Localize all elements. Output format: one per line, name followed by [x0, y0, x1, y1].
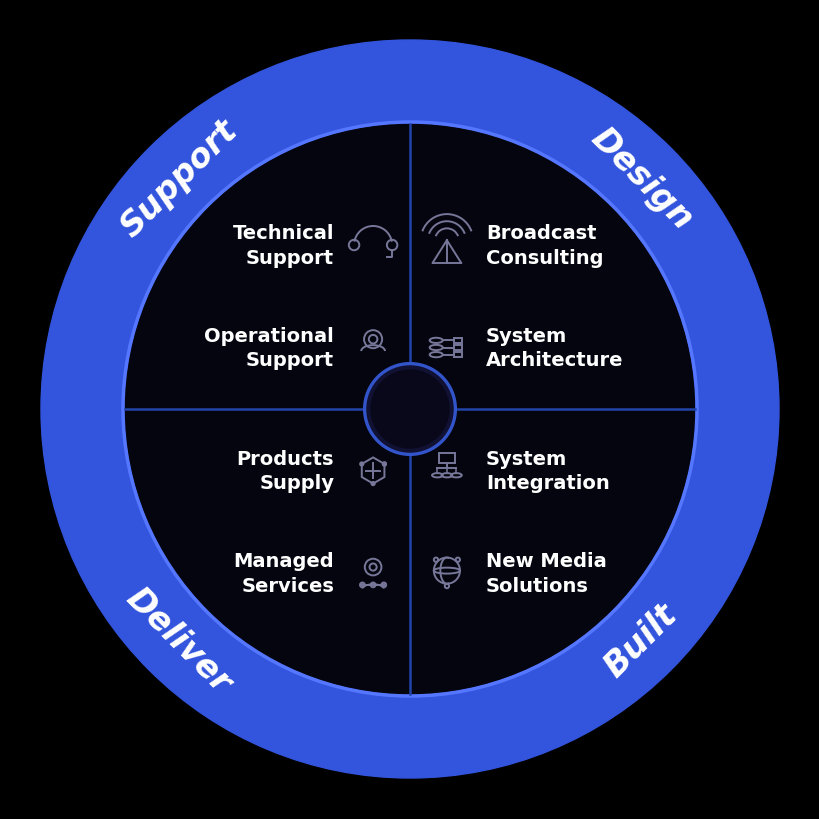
Text: Managed
Services: Managed Services	[233, 552, 334, 595]
Text: Design: Design	[583, 121, 698, 236]
Circle shape	[366, 367, 452, 452]
Text: New Media
Solutions: New Media Solutions	[485, 552, 606, 595]
Text: Broadcast
Consulting: Broadcast Consulting	[485, 224, 603, 267]
Circle shape	[382, 463, 386, 466]
Circle shape	[41, 41, 778, 778]
Text: Support: Support	[114, 114, 243, 243]
Text: System
Architecture: System Architecture	[485, 327, 622, 369]
Circle shape	[382, 463, 386, 466]
Circle shape	[364, 364, 455, 455]
Circle shape	[125, 125, 694, 694]
Text: Deliver: Deliver	[120, 581, 238, 699]
Text: Technical
Support: Technical Support	[233, 224, 334, 267]
Text: Products
Supply: Products Supply	[237, 450, 334, 492]
Circle shape	[360, 463, 364, 466]
Text: Built: Built	[598, 598, 683, 683]
Text: System
Integration: System Integration	[485, 450, 609, 492]
Circle shape	[370, 370, 449, 449]
Text: Operational
Support: Operational Support	[204, 327, 334, 369]
Circle shape	[371, 482, 374, 486]
